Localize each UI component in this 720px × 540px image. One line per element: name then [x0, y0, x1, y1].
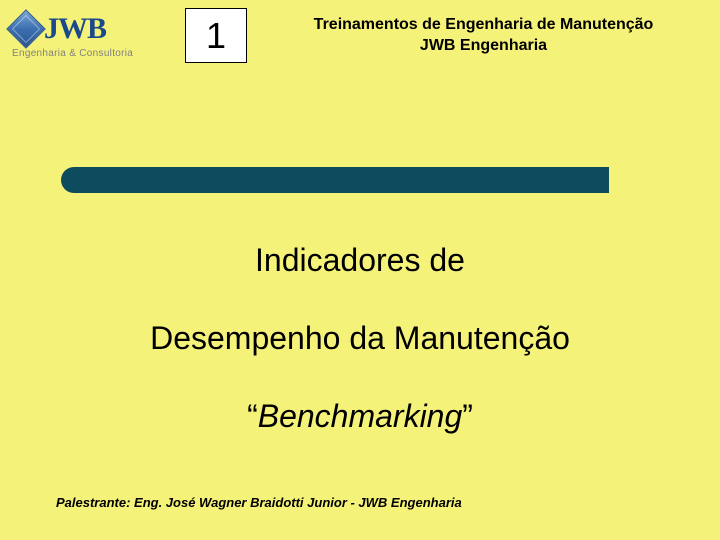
divider-bar-body: [74, 167, 609, 193]
slide-header: JWB Engenharia & Consultoria 1 Treinamen…: [0, 0, 720, 71]
logo-diamond-icon: [6, 9, 46, 49]
header-titles: Treinamentos de Engenharia de Manutenção…: [247, 15, 720, 57]
footer-text: Palestrante: Eng. José Wagner Braidotti …: [56, 495, 462, 510]
main-line-3: “Benchmarking”: [0, 398, 720, 435]
main-line-1: Indicadores de: [0, 242, 720, 279]
logo-subtext: Engenharia & Consultoria: [12, 48, 173, 59]
divider-bar: [61, 167, 609, 193]
header-title-line-1: Treinamentos de Engenharia de Manutenção: [257, 15, 710, 36]
main-line-3-text: Benchmarking: [258, 398, 463, 434]
logo-text: JWB: [44, 12, 106, 46]
logo: JWB Engenharia & Consultoria: [0, 8, 185, 63]
header-title-line-2: JWB Engenharia: [257, 36, 710, 57]
quote-open: “: [247, 398, 258, 434]
main-line-2: Desempenho da Manutenção: [0, 320, 720, 357]
page-number: 1: [185, 8, 247, 63]
quote-close: ”: [462, 398, 473, 434]
logo-top: JWB: [12, 12, 173, 46]
